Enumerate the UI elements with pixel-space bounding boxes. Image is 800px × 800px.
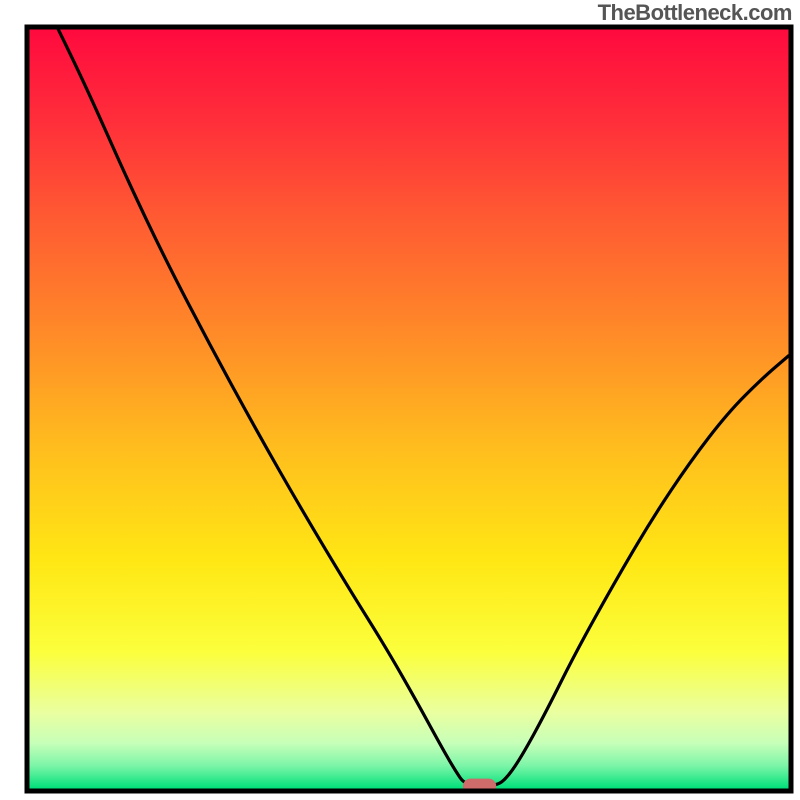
bottleneck-curve-chart <box>0 0 800 800</box>
attribution-text: TheBottleneck.com <box>598 0 792 26</box>
chart-container: TheBottleneck.com <box>0 0 800 800</box>
chart-background <box>30 30 789 789</box>
